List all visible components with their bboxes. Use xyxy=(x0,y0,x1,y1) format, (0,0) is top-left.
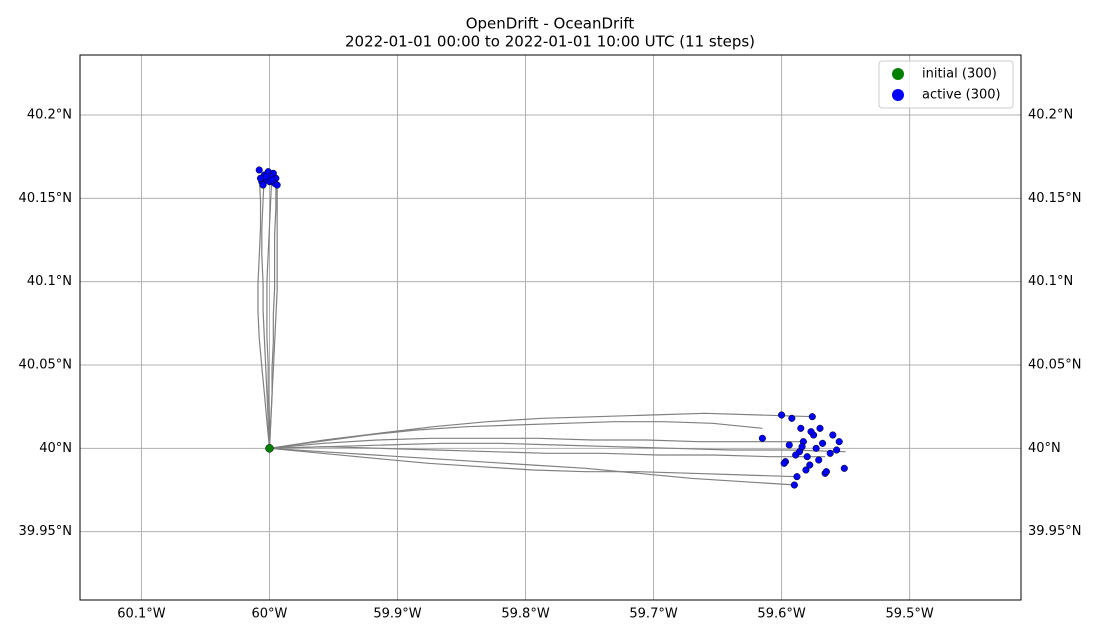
legend-box xyxy=(878,60,1014,109)
particle xyxy=(792,451,800,459)
particle xyxy=(815,456,823,464)
y-tick-label: 40.15°N xyxy=(19,191,72,206)
y-tick-label-right: 40.15°N xyxy=(1028,191,1081,206)
legend-marker xyxy=(892,89,904,101)
y-tick-label-right: 40°N xyxy=(1028,441,1061,456)
trajectory xyxy=(261,173,271,449)
particle xyxy=(829,431,837,439)
trajectory xyxy=(269,437,808,449)
particle xyxy=(273,181,281,189)
y-tick-label-right: 40.05°N xyxy=(1028,358,1081,373)
x-tick-label: 59.9°W xyxy=(373,607,421,622)
x-tick-label: 59.5°W xyxy=(885,607,933,622)
particle xyxy=(255,166,263,174)
particle xyxy=(835,438,843,446)
trajectory xyxy=(266,171,273,449)
particle xyxy=(256,174,265,182)
legend-marker xyxy=(892,68,904,80)
particle xyxy=(833,446,841,454)
particle xyxy=(780,459,788,467)
x-tick-label: 59.6°W xyxy=(757,607,805,622)
particle xyxy=(808,413,816,421)
chart-title: OpenDrift - OceanDrift xyxy=(466,15,635,33)
chart-subtitle: 2022-01-01 00:00 to 2022-01-01 10:00 UTC… xyxy=(345,33,755,51)
particle xyxy=(822,468,830,476)
particle xyxy=(819,439,827,447)
particle xyxy=(785,441,793,449)
particle xyxy=(265,444,274,453)
y-tick-label: 40.05°N xyxy=(19,358,72,373)
particle xyxy=(826,449,834,457)
particle xyxy=(797,424,805,432)
particle xyxy=(790,481,798,489)
y-tick-label-right: 39.95°N xyxy=(1028,524,1081,539)
particle xyxy=(778,411,786,419)
particle xyxy=(788,414,796,422)
particle xyxy=(840,464,848,472)
legend-label: active (300) xyxy=(922,88,1001,103)
particle xyxy=(259,181,267,189)
trajectory xyxy=(268,185,278,449)
particle xyxy=(802,466,810,474)
legend-label: initial (300) xyxy=(922,67,997,82)
trajectory xyxy=(269,447,796,486)
y-tick-label-right: 40.2°N xyxy=(1028,108,1073,123)
particle xyxy=(798,443,806,451)
trajectory xyxy=(269,442,846,453)
trajectory xyxy=(269,447,797,478)
trajectory xyxy=(269,421,763,449)
x-tick-label: 60°W xyxy=(252,607,288,622)
y-tick-label: 39.95°N xyxy=(19,524,72,539)
y-tick-label: 40°N xyxy=(39,441,72,456)
particle xyxy=(816,424,824,432)
y-tick-label-right: 40.1°N xyxy=(1028,274,1073,289)
particle xyxy=(806,461,814,469)
x-tick-label: 60.1°W xyxy=(117,607,165,622)
y-tick-label: 40.1°N xyxy=(27,274,72,289)
particle xyxy=(268,176,276,184)
trajectory xyxy=(257,174,271,449)
particle xyxy=(793,473,801,481)
particle xyxy=(807,428,815,436)
x-tick-label: 59.8°W xyxy=(501,607,549,622)
plot: 60.1°W 60°W 59.9°W 59.8°W 59.7°W 59.6°W 59.5°W… xyxy=(19,54,1081,622)
plot-frame xyxy=(79,54,1022,601)
particle xyxy=(812,444,820,452)
trajectory xyxy=(269,446,826,458)
particle xyxy=(758,434,766,442)
particle xyxy=(803,453,811,461)
x-tick-label: 59.7°W xyxy=(629,607,677,622)
y-tick-label: 40.2°N xyxy=(27,108,72,123)
